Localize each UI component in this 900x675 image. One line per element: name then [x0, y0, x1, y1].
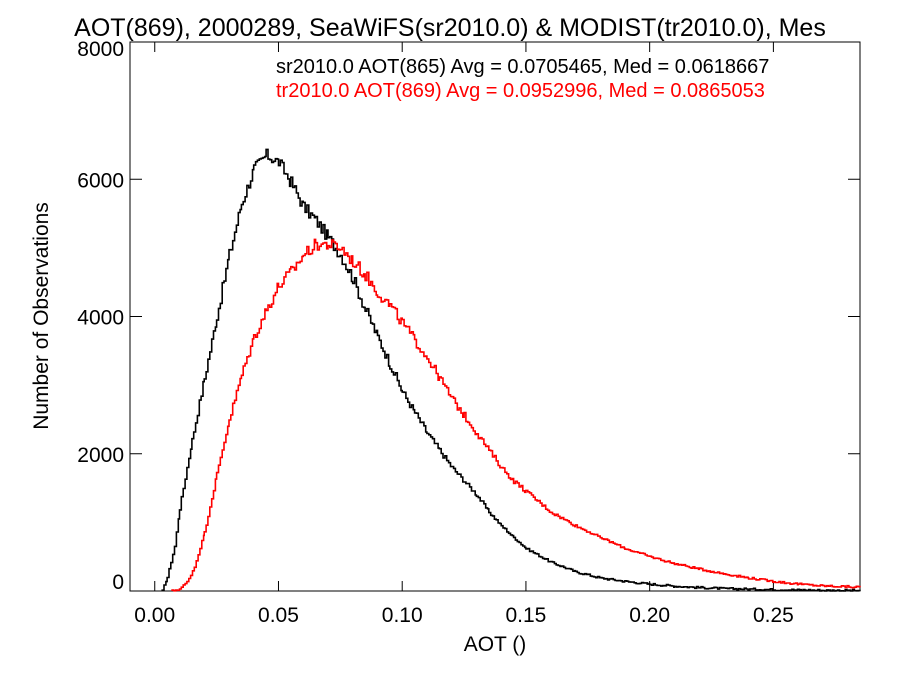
series-layer: [161, 148, 861, 592]
x-tick-label: 0.05: [258, 604, 299, 627]
x-axis-label: AOT (): [464, 633, 527, 656]
y-tick-label: 8000: [77, 38, 124, 61]
legend-entry-sr2010: sr2010.0 AOT(865) Avg = 0.0705465, Med =…: [276, 56, 769, 78]
legend-entry-tr2010: tr2010.0 AOT(869) Avg = 0.0952996, Med =…: [276, 80, 765, 102]
y-axis-label: Number of Observations: [30, 202, 53, 430]
y-tick-label: 4000: [77, 307, 124, 330]
chart-title: AOT(869), 2000289, SeaWiFS(sr2010.0) & M…: [74, 14, 826, 42]
x-tick-label: 0.15: [505, 604, 546, 627]
x-tick-label: 0.10: [382, 604, 423, 627]
x-axis-ticks: 0.00 0.05 0.10 0.15 0.20 0.25: [134, 42, 794, 627]
y-axis-ticks: 0 2000 4000 6000 8000: [77, 38, 860, 594]
x-tick-label: 0.25: [753, 604, 794, 627]
series-line-sr2010: [161, 148, 861, 592]
y-tick-label: 0: [112, 571, 124, 594]
y-tick-label: 6000: [77, 169, 124, 192]
x-tick-label: 0.00: [134, 604, 175, 627]
plot-frame: [129, 41, 861, 592]
x-tick-label: 0.20: [629, 604, 670, 627]
y-tick-label: 2000: [77, 444, 124, 467]
series-line-tr2010: [171, 238, 861, 592]
